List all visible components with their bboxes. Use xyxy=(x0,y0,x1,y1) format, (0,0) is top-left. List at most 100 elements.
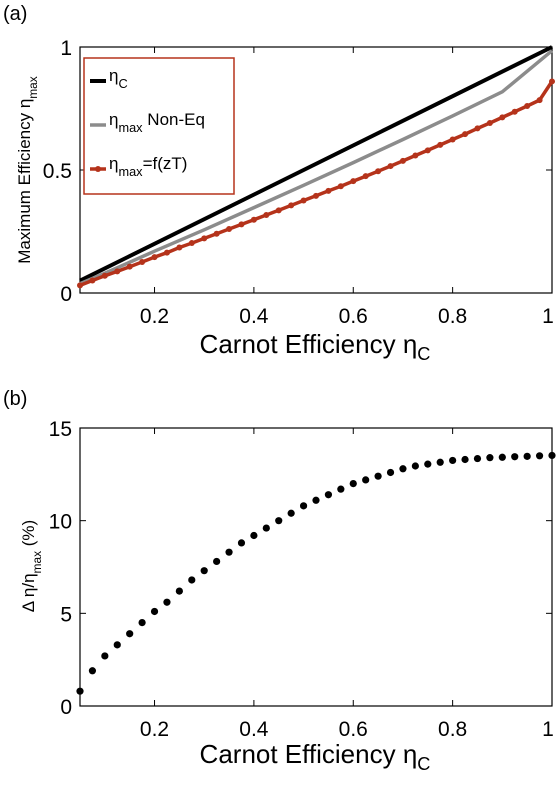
scatter-point xyxy=(101,652,109,660)
series-point-3 xyxy=(511,108,518,115)
scatter-point xyxy=(113,641,121,649)
scatter-point xyxy=(374,472,382,480)
series-point-3 xyxy=(449,136,456,143)
series-point-3 xyxy=(325,187,332,194)
series-point-3 xyxy=(536,97,543,104)
series-point-3 xyxy=(549,78,555,85)
series-point-3 xyxy=(139,259,146,266)
scatter-point xyxy=(461,455,469,464)
legend-label-2: ηmax Non-Eq xyxy=(109,110,205,135)
y-tick-label: 0 xyxy=(60,283,72,306)
scatter-point xyxy=(262,524,270,532)
x-tick-label: 1 xyxy=(542,305,554,328)
series-point-3 xyxy=(313,192,319,199)
series-point-3 xyxy=(412,152,419,159)
series-point-3 xyxy=(375,168,382,175)
scatter-point xyxy=(299,502,308,510)
scatter-point xyxy=(237,539,246,547)
series-point-3 xyxy=(337,183,344,190)
series-point-3 xyxy=(201,235,208,242)
x-tick-label: 0.4 xyxy=(239,305,269,328)
scatter-point xyxy=(138,619,146,627)
series-point-3 xyxy=(77,282,83,289)
series-point-3 xyxy=(89,277,96,284)
series-point-3 xyxy=(188,240,195,247)
scatter-point xyxy=(287,509,295,517)
x-tick-label: 0.2 xyxy=(140,305,169,328)
series-point-3 xyxy=(114,268,121,275)
x-tick-label: 0.6 xyxy=(339,718,368,741)
scatter-point xyxy=(411,462,419,470)
series-point-3 xyxy=(101,272,108,279)
series-point-3 xyxy=(176,244,183,251)
y-axis-title: Maximum Efficiency ηmax xyxy=(15,76,40,264)
scatter-point xyxy=(523,452,531,460)
scatter-point xyxy=(349,480,357,488)
series-point-3 xyxy=(275,207,282,214)
series-point-3 xyxy=(238,221,245,228)
series-point-3 xyxy=(437,141,444,148)
x-tick-label: 0.8 xyxy=(438,305,467,328)
legend-box xyxy=(83,57,235,195)
scatter-point xyxy=(275,517,283,525)
series-point-3 xyxy=(350,178,357,185)
scatter-point xyxy=(399,465,407,473)
series-point-3 xyxy=(163,249,170,256)
series-point-3 xyxy=(300,197,307,204)
scatter-point xyxy=(486,454,494,462)
series-point-3 xyxy=(524,103,531,110)
x-axis-title: Carnot Efficiency ηC xyxy=(200,329,431,364)
legend-marker-3 xyxy=(95,166,101,172)
y-tick-label: 1 xyxy=(60,37,72,60)
y-tick-label: 10 xyxy=(49,511,72,534)
scatter-point xyxy=(88,667,97,675)
scatter-point xyxy=(312,496,320,504)
plot-frame xyxy=(79,427,553,707)
x-axis-title: Carnot Efficiency ηC xyxy=(200,739,431,774)
scatter-point xyxy=(200,567,208,575)
series-point-3 xyxy=(263,212,270,219)
scatter-point xyxy=(76,687,84,695)
y-tick-label: 0 xyxy=(60,696,72,719)
scatter-point xyxy=(213,557,221,566)
series-point-3 xyxy=(399,157,406,164)
scatter-point xyxy=(188,576,196,584)
series-point-3 xyxy=(250,216,257,223)
panel-label: (a) xyxy=(3,3,27,25)
scatter-point xyxy=(150,607,159,616)
scatter-point xyxy=(163,598,171,606)
x-tick-label: 0.6 xyxy=(339,305,368,328)
scatter-point xyxy=(225,548,233,556)
series-point-3 xyxy=(424,147,431,154)
series-point-3 xyxy=(126,263,133,270)
x-tick-label: 0.4 xyxy=(239,718,269,741)
y-tick-label: 0.5 xyxy=(43,160,72,183)
panel-a: (a) 0.2 0.4 0.6 0.8 1 0 0.5 1 Carnot Efficiency η… xyxy=(3,3,555,364)
scatter-point xyxy=(126,630,134,638)
series-point-3 xyxy=(362,173,369,180)
scatter-point xyxy=(175,587,183,595)
scatter-point xyxy=(449,456,457,465)
panel-label: (b) xyxy=(3,388,27,410)
series-point-3 xyxy=(462,131,469,138)
series-line-1 xyxy=(79,45,553,283)
series-line-2 xyxy=(79,49,554,286)
series-point-3 xyxy=(226,226,233,233)
series-point-3 xyxy=(151,254,158,261)
series-point-3 xyxy=(486,120,493,127)
scatter-point xyxy=(250,531,258,540)
scatter-point xyxy=(362,476,370,484)
scatter-point xyxy=(473,454,482,463)
series-point-3 xyxy=(499,114,506,121)
scatter-point xyxy=(337,485,345,493)
legend-label-1: ηC xyxy=(109,66,128,91)
scatter-point xyxy=(436,458,444,466)
x-tick-label: 1 xyxy=(542,718,554,741)
series-point-3 xyxy=(288,202,295,209)
series-point-3 xyxy=(474,125,481,132)
x-tick-label: 0.2 xyxy=(140,718,169,741)
scatter-point xyxy=(324,491,333,499)
y-tick-label: 15 xyxy=(49,418,72,441)
